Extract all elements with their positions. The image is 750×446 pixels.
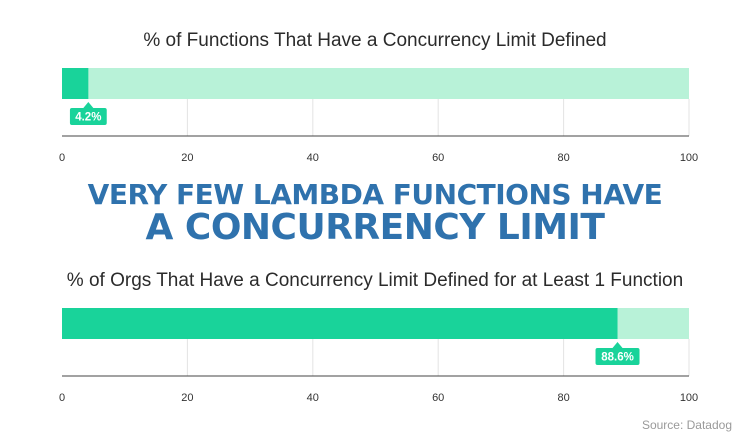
x-tick-label: 100 [680, 392, 698, 404]
source-note: Source: Datadog [641, 418, 732, 432]
chart-2-title: % of Orgs That Have a Concurrency Limit … [66, 270, 684, 291]
x-tick-label: 60 [432, 392, 444, 404]
callout-pointer [612, 342, 623, 348]
callout-value-label: 88.6% [601, 352, 634, 364]
callout-box [595, 348, 640, 365]
x-tick-label: 80 [557, 392, 569, 404]
bar-track [62, 68, 689, 99]
value-callout: 88.6% [595, 342, 640, 365]
value-callout: 4.2% [69, 102, 107, 125]
callout-value-label: 4.2% [75, 112, 101, 124]
x-tick-label: 40 [307, 152, 319, 164]
chart-1: 0 20 40 60 80 100 4.2% [59, 68, 698, 164]
chart-2: 0 20 40 60 80 100 88.6% [59, 308, 698, 404]
callout-pointer [83, 102, 94, 108]
x-tick-label: 40 [307, 392, 319, 404]
x-tick-label: 0 [59, 392, 65, 404]
headline-line-1: VERY FEW LAMBDA FUNCTIONS HAVE [87, 178, 663, 211]
x-tick-label: 60 [432, 152, 444, 164]
x-tick-label: 20 [181, 152, 193, 164]
chart-1-title: % of Functions That Have a Concurrency L… [143, 30, 607, 51]
x-tick-label: 0 [59, 152, 65, 164]
x-tick-label: 80 [557, 152, 569, 164]
x-tick-label: 20 [181, 392, 193, 404]
x-tick-label: 100 [680, 152, 698, 164]
bar-value [62, 68, 89, 99]
headline-line-2: A CONCURRENCY LIMIT [145, 207, 606, 248]
callout-box [69, 108, 107, 125]
bar-value [62, 308, 618, 339]
